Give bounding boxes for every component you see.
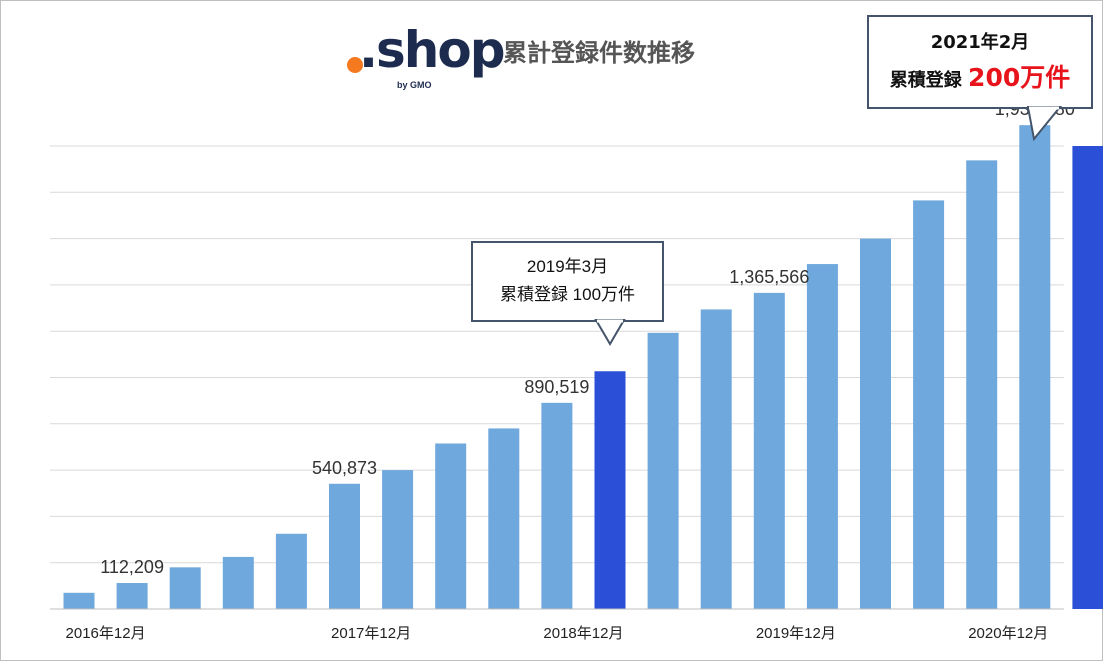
bar [806, 264, 838, 609]
bar [1019, 125, 1051, 609]
bar [116, 583, 148, 609]
callout-text: 累積登録 100万件 [499, 285, 636, 304]
callout-text: 累積登録 200万件 [869, 63, 1091, 96]
logo-orange-dot [347, 57, 363, 73]
bar [700, 309, 732, 609]
chart-title: 累計登録件数推移 [503, 39, 695, 67]
bar [382, 470, 414, 609]
x-tick-label: 2019年12月 [756, 625, 836, 642]
bar [966, 160, 998, 609]
callout-prefix: 累積登録 [889, 70, 962, 91]
data-label: 540,873 [312, 458, 377, 478]
x-tick-label: 2017年12月 [331, 625, 411, 642]
bar [1072, 146, 1103, 609]
bar [860, 238, 891, 609]
bar [753, 292, 785, 609]
callout-2021-february: 2021年2月 累積登録 200万件 [867, 15, 1093, 109]
gridlines [50, 145, 1064, 564]
bar [329, 483, 360, 609]
callout-date: 2019年3月 [526, 257, 609, 276]
logo-text: .shop [359, 21, 505, 79]
bar [222, 556, 254, 609]
callout-pointer [594, 319, 626, 346]
x-tick-label: 2020年12月 [968, 625, 1048, 642]
bar [647, 332, 679, 609]
data-label: 112,209 [100, 557, 164, 577]
callout-date: 2021年2月 [930, 32, 1030, 53]
data-label: 890,519 [524, 377, 589, 397]
x-tick-label: 2018年12月 [543, 625, 623, 642]
bars [63, 125, 1103, 609]
data-label: 1,365,566 [729, 267, 809, 287]
bar [63, 592, 95, 609]
bar [594, 371, 626, 609]
x-tick-labels: 2016年12月 2017年12月 2018年12月 2019年12月 2020年12月 [66, 625, 1049, 642]
bar [275, 533, 307, 609]
callout-highlight: 200万件 [968, 63, 1071, 92]
x-tick-label: 2016年12月 [66, 625, 146, 642]
logo-byline: by GMO [397, 80, 432, 90]
callout-2019-march: 2019年3月 累積登録 100万件 [471, 241, 664, 322]
bar [169, 567, 201, 609]
bar [488, 428, 520, 609]
bar [541, 402, 573, 609]
bar [435, 443, 467, 609]
callout-pointer [1026, 106, 1063, 142]
bar [913, 200, 945, 609]
shop-logo: .shop by GMO [345, 22, 505, 90]
